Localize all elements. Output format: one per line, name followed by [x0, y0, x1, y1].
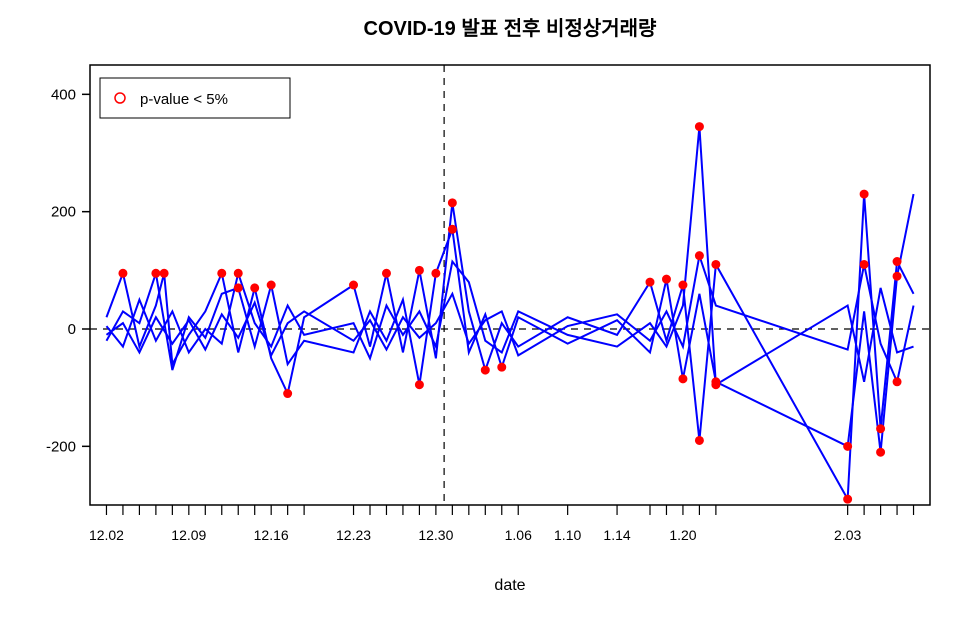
x-axis: 12.02 12.09 12.16 12.23 12.30 1.06 1.10 1.14 1.2…	[89, 505, 914, 543]
legend: p-value < 5%	[100, 78, 290, 118]
significant-point	[267, 281, 275, 289]
y-axis: -200 0 200 400	[46, 86, 90, 455]
significant-point	[695, 252, 703, 260]
significant-point	[662, 275, 670, 283]
significant-point	[234, 269, 242, 277]
significant-point	[646, 278, 654, 286]
significant-point	[415, 381, 423, 389]
x-tick-label: 2.03	[834, 527, 861, 543]
significant-point	[160, 269, 168, 277]
y-tick-label: 200	[51, 204, 76, 221]
chart-title: COVID-19 발표 전후 비정상거래량	[364, 17, 658, 40]
significant-point	[481, 366, 489, 374]
x-tick-label: 12.30	[418, 527, 453, 543]
significant-point	[415, 266, 423, 274]
significant-point	[448, 225, 456, 233]
significant-point	[448, 199, 456, 207]
significant-point	[679, 375, 687, 383]
significant-point	[893, 272, 901, 280]
significant-point	[860, 260, 868, 268]
significant-point	[712, 260, 720, 268]
significant-point	[877, 425, 885, 433]
significant-point	[893, 258, 901, 266]
significant-point	[893, 378, 901, 386]
significant-point	[234, 284, 242, 292]
significant-point	[844, 442, 852, 450]
x-tick-label: 1.06	[505, 527, 532, 543]
series-line	[106, 127, 913, 385]
legend-label: p-value < 5%	[140, 91, 228, 108]
data-series	[106, 127, 913, 500]
chart-container: COVID-19 발표 전후 비정상거래량 -2000200400 12.021…	[0, 0, 958, 618]
significant-point	[860, 190, 868, 198]
significant-point	[844, 495, 852, 503]
significant-point	[218, 269, 226, 277]
x-tick-label: 12.23	[336, 527, 371, 543]
x-tick-label: 1.10	[554, 527, 581, 543]
chart-svg: COVID-19 발표 전후 비정상거래량 -2000200400 12.021…	[0, 0, 958, 618]
significant-point	[284, 390, 292, 398]
x-tick-label: 1.20	[669, 527, 696, 543]
significant-point	[152, 269, 160, 277]
x-tick-label: 12.02	[89, 527, 124, 543]
y-tick-label: 0	[68, 321, 76, 338]
significant-point	[382, 269, 390, 277]
significant-point	[498, 363, 506, 371]
significant-point	[695, 436, 703, 444]
y-tick-label: -200	[46, 438, 76, 455]
x-axis-label: date	[494, 577, 525, 594]
y-tick-label: 400	[51, 86, 76, 103]
significant-point	[119, 269, 127, 277]
significant-point	[679, 281, 687, 289]
series-line	[106, 194, 913, 499]
x-tick-label: 12.09	[171, 527, 206, 543]
significant-point	[695, 123, 703, 131]
significant-point	[712, 378, 720, 386]
significant-markers	[119, 123, 901, 504]
significant-point	[432, 269, 440, 277]
significant-point	[877, 448, 885, 456]
significant-point	[350, 281, 358, 289]
x-tick-label: 12.16	[254, 527, 289, 543]
significant-point	[251, 284, 259, 292]
x-tick-label: 1.14	[603, 527, 630, 543]
